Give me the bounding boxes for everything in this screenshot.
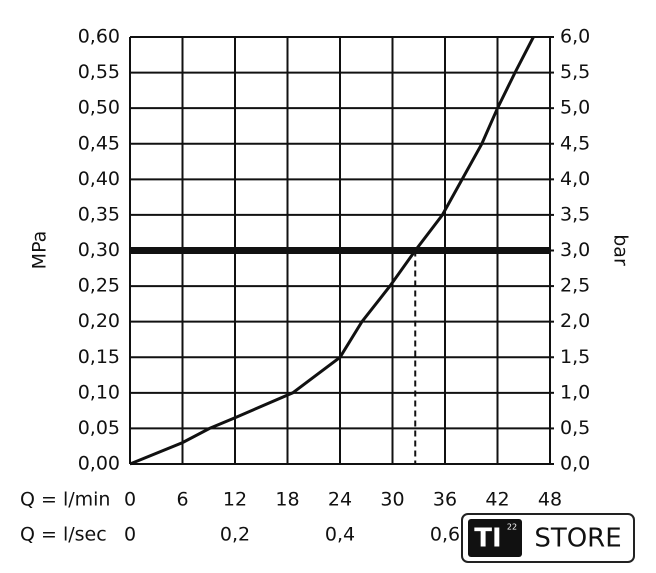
y2-tick-label: 0,0 [560,453,590,475]
x-tick-label: 18 [275,489,299,511]
logo-sup: 22 [507,523,517,532]
y-tick-label: 0,35 [78,203,120,225]
x-tick-label: 6 [176,489,188,511]
x-tick-label: 48 [538,489,562,511]
y2-tick-label: 4,5 [560,132,590,154]
x-axis-label: Q = l/min [20,489,110,511]
y-tick-label: 0,15 [78,346,120,368]
y2-tick-label: 1,5 [560,346,590,368]
y2-tick-label: 5,0 [560,97,590,119]
y-tick-label: 0,25 [78,275,120,297]
y2-tick-label: 5,5 [560,61,590,83]
y2-tick-label: 2,0 [560,310,590,332]
y-tick-label: 0,00 [78,453,120,475]
y2-tick-label: 4,0 [560,168,590,190]
y2-tick-label: 3,5 [560,203,590,225]
y-tick-label: 0,10 [78,381,120,403]
logo: TI 22 STORE [461,513,635,563]
x-tick-label: 12 [223,489,247,511]
y-tick-label: 0,45 [78,132,120,154]
x2-tick-label: 0,2 [220,524,250,546]
x-tick-label: 36 [433,489,457,511]
y-tick-label: 0,50 [78,97,120,119]
logo-mark-box [468,519,522,557]
line-series [129,36,535,466]
x2-tick-label: 0,6 [430,524,460,546]
y-tick-label: 0,30 [78,239,120,261]
y2-tick-label: 3,0 [560,239,590,261]
y-tick-label: 0,05 [78,417,120,439]
y2-tick-label: 6,0 [560,26,590,48]
logo-text: STORE [534,524,621,554]
x-tick-label: 30 [380,489,404,511]
x2-tick-label: 0,4 [325,524,355,546]
y-axis-label: MPa [29,231,51,270]
y2-tick-label: 2,5 [560,275,590,297]
y-tick-label: 0,20 [78,310,120,332]
y-tick-label: 0,60 [78,26,120,48]
x2-axis-label: Q = l/sec [20,524,107,546]
y2-tick-label: 0,5 [560,417,590,439]
y2-tick-label: 1,0 [560,381,590,403]
y2-axis-label: bar [610,234,632,266]
x2-tick-label: 0 [124,524,136,546]
logo-mark: TI [474,524,501,554]
x-tick-label: 0 [124,489,136,511]
y-tick-label: 0,40 [78,168,120,190]
y-tick-label: 0,55 [78,61,120,83]
x-tick-label: 24 [328,489,352,511]
x-tick-label: 42 [485,489,509,511]
